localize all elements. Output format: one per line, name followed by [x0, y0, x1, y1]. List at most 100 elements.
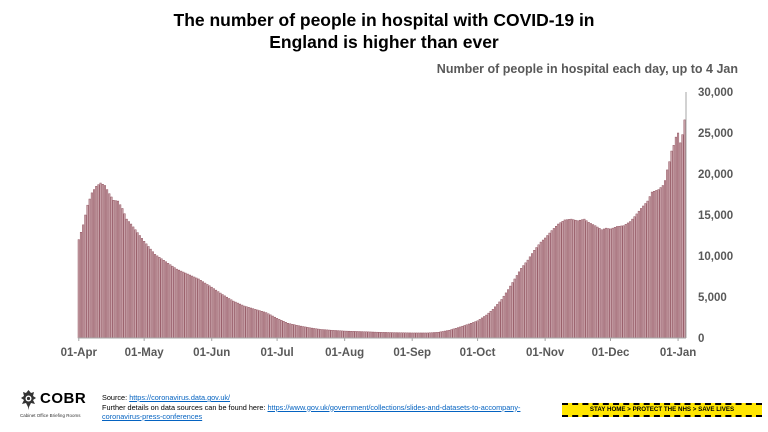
bar-day-126	[352, 331, 355, 339]
bar-day-33	[149, 248, 152, 339]
bar-day-50	[186, 273, 189, 339]
bar-day-255	[633, 216, 636, 339]
bar-day-277	[681, 134, 684, 339]
bar-day-265	[655, 190, 658, 339]
bar-day-139	[380, 332, 383, 339]
bar-day-105	[306, 327, 309, 339]
chart-subtitle: Number of people in hospital each day, u…	[436, 62, 738, 76]
bar-day-78	[247, 307, 250, 339]
bar-day-123	[345, 330, 348, 339]
bar-day-15	[110, 196, 113, 339]
cobr-logo: COBR Cabinet Office Briefing Rooms	[20, 389, 90, 421]
bar-day-19	[119, 204, 122, 339]
bar-day-203	[520, 268, 523, 339]
bar-day-132	[365, 331, 368, 339]
bar-day-259	[642, 205, 645, 339]
bar-day-128	[356, 331, 359, 339]
bar-day-204	[522, 265, 525, 339]
bar-day-243	[607, 228, 610, 339]
bar-day-124	[347, 330, 351, 339]
bar-day-216	[548, 232, 551, 339]
bar-day-46	[178, 269, 181, 339]
bar-day-90	[273, 316, 276, 339]
bar-day-173	[454, 328, 457, 339]
bar-day-125	[350, 331, 353, 339]
bar-day-55	[197, 278, 200, 339]
further-link[interactable]: https://www.gov.uk/government/collection…	[102, 402, 521, 422]
royal-crest-icon	[21, 390, 36, 410]
bar-day-270	[666, 169, 669, 339]
bar-day-190	[491, 309, 494, 339]
bar-day-179	[467, 323, 470, 339]
bar-day-91	[276, 318, 279, 339]
bar-day-245	[611, 227, 614, 339]
x-tick-label: 01-Jun	[193, 347, 230, 359]
bar-day-137	[376, 331, 379, 339]
bar-day-30	[143, 241, 146, 339]
bar-day-80	[252, 308, 255, 339]
bar-day-191	[494, 306, 497, 339]
bar-day-274	[674, 136, 677, 339]
bar-day-269	[663, 180, 667, 339]
bar-day-158	[422, 332, 425, 339]
bar-day-267	[659, 187, 662, 339]
bar-day-194	[500, 299, 503, 339]
bar-day-22	[125, 218, 128, 339]
source-link[interactable]: https://coronavirus.data.gov.uk/	[129, 393, 231, 402]
bar-day-144	[391, 332, 394, 339]
bar-day-178	[465, 324, 468, 339]
bar-day-121	[341, 330, 344, 339]
bar-day-258	[640, 208, 643, 339]
bar-day-23	[127, 221, 130, 339]
bar-day-35	[154, 254, 157, 339]
further-label: Further details on data sources can be f…	[102, 402, 268, 412]
bar-day-20	[121, 208, 124, 339]
bar-day-235	[589, 223, 592, 339]
bar-day-53	[193, 276, 196, 339]
bar-day-86	[265, 312, 268, 339]
bar-day-184	[478, 319, 481, 339]
bar-day-220	[557, 223, 560, 339]
bar-day-159	[424, 332, 427, 339]
bar-day-54	[195, 277, 198, 339]
bar-day-174	[456, 327, 459, 339]
x-tick-label: 01-Sep	[393, 347, 431, 359]
bar-day-185	[480, 317, 483, 339]
bar-day-162	[430, 332, 433, 339]
bar-day-37	[158, 257, 161, 339]
bar-day-38	[160, 258, 163, 339]
bar-day-3	[84, 214, 87, 339]
bar-day-254	[631, 218, 634, 339]
bar-day-59	[206, 284, 209, 339]
bar-day-229	[576, 220, 579, 339]
bar-day-115	[328, 329, 331, 339]
bar-day-164	[435, 332, 438, 339]
bar-day-248	[618, 225, 621, 339]
bar-day-237	[594, 225, 597, 339]
bar-day-251	[624, 224, 627, 339]
bar-day-187	[485, 314, 488, 339]
bar-day-143	[389, 332, 392, 339]
chart-axes: 0 5,000 10,000 15,000 20,000 25,000 30,000 01-A…	[61, 87, 734, 359]
bar-day-223	[563, 219, 566, 339]
bar-day-275	[677, 132, 680, 339]
bar-day-27	[136, 232, 139, 339]
bar-day-13	[106, 189, 109, 339]
bar-day-51	[188, 274, 191, 339]
bar-day-120	[339, 330, 342, 339]
chart-title-line-2: England is higher than ever	[269, 32, 499, 52]
bar-day-45	[175, 268, 178, 339]
bar-day-168	[443, 330, 446, 339]
bar-day-63	[215, 289, 218, 339]
bar-day-186	[483, 316, 486, 339]
source-label: Source:	[102, 393, 130, 402]
bar-day-43	[171, 265, 174, 339]
bar-day-241	[602, 228, 605, 339]
bar-day-167	[441, 331, 444, 339]
bar-day-256	[635, 213, 638, 339]
bar-day-154	[413, 332, 416, 339]
bar-day-117	[332, 330, 335, 339]
bar-day-92	[278, 319, 281, 339]
bar-day-165	[437, 332, 440, 339]
